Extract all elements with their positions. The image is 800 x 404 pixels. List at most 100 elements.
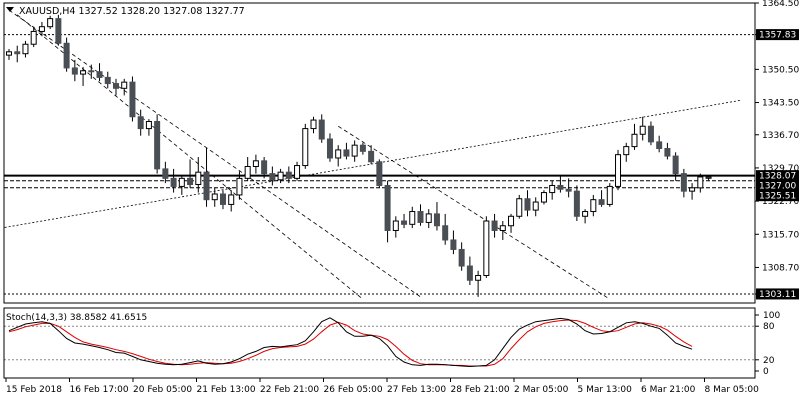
candle: [598, 190, 605, 207]
candle: [483, 216, 490, 278]
candle: [88, 64, 95, 79]
trendline[interactable]: [337, 125, 611, 300]
candle: [38, 21, 45, 37]
candle: [343, 142, 350, 160]
candle-body-down: [466, 265, 473, 281]
candle-body-up: [244, 166, 251, 179]
candle: [211, 187, 218, 207]
candle-body-up: [582, 211, 589, 217]
main-panel-frame: [3, 2, 756, 304]
candle: [326, 133, 333, 162]
price-tick-label: 1322.70: [762, 197, 799, 207]
candle-body-down: [368, 150, 375, 163]
triangle-down-icon[interactable]: [6, 7, 14, 12]
candle: [112, 78, 119, 96]
candle: [129, 76, 136, 122]
candle: [96, 63, 103, 82]
candle-body-down: [664, 147, 671, 157]
candle: [647, 121, 654, 146]
candle: [524, 190, 531, 217]
candle-body-down: [137, 116, 144, 130]
candle-body-up: [145, 120, 152, 130]
candle: [499, 221, 506, 240]
candle: [384, 180, 391, 243]
candle-body-down: [269, 173, 276, 181]
candle-body-down: [680, 173, 687, 192]
candle-body-down: [162, 168, 169, 179]
candle: [14, 45, 21, 63]
price-label: 1327.00: [759, 182, 796, 192]
candle-body-up: [425, 213, 432, 223]
candle: [335, 145, 342, 167]
candle-body-down: [524, 198, 531, 211]
candle: [359, 142, 366, 155]
candle-body-up: [392, 220, 399, 231]
stoch-label: Stoch(14,3,3) 38.8582 41.6515: [6, 313, 147, 323]
candle: [80, 66, 87, 86]
time-axis-label: 2 Mar 05:00: [514, 385, 569, 395]
candle-body-up: [499, 225, 506, 231]
candle-body-down: [170, 177, 177, 187]
candle: [458, 242, 465, 271]
candle-body-up: [294, 165, 301, 179]
time-axis-label: 21 Feb 13:00: [197, 385, 256, 395]
trendline[interactable]: [16, 14, 364, 300]
candle: [631, 123, 638, 150]
candle: [195, 157, 202, 193]
candle: [269, 166, 276, 186]
candle-body-down: [376, 161, 383, 186]
price-label-box: [756, 170, 799, 182]
candle: [55, 14, 62, 46]
time-axis-label: 6 Mar 21:00: [641, 385, 696, 395]
candle: [376, 159, 383, 188]
candle: [409, 206, 416, 229]
price-tick-label: 1336.70: [762, 131, 799, 141]
candle: [63, 37, 70, 72]
candle: [689, 183, 696, 200]
candle: [450, 230, 457, 255]
candle: [475, 270, 482, 297]
candle-body-down: [442, 225, 449, 241]
candle-body-up: [121, 81, 128, 89]
stoch-signal-line: [8, 319, 693, 367]
candle-body-up: [508, 215, 515, 227]
candle-body-down: [203, 171, 210, 201]
candle-body-up: [351, 144, 358, 157]
candle: [656, 135, 663, 153]
price-label-box: [756, 288, 799, 300]
stoch-tick-label: 80: [763, 322, 775, 332]
candle: [236, 171, 243, 200]
candle: [565, 178, 572, 198]
candle-body-down: [458, 248, 465, 267]
candle: [590, 194, 597, 217]
candle-body-up: [639, 125, 646, 135]
candle: [508, 213, 515, 233]
candle-body-up: [252, 160, 259, 168]
candle-body-up: [623, 146, 630, 156]
price-label: 1303.11: [759, 290, 796, 300]
candle: [351, 140, 358, 162]
price-label: 1325.51: [759, 192, 796, 202]
candle-body-down: [285, 171, 292, 179]
chart-header: XAUUSD,H4 1327.52 1328.20 1327.08 1327.7…: [19, 6, 245, 17]
candle: [680, 168, 687, 198]
candle-body-up: [532, 201, 539, 211]
candle: [6, 48, 12, 60]
candle-body-down: [261, 160, 268, 175]
trendlines[interactable]: [1, 9, 742, 300]
stoch-panel-frame: [3, 307, 756, 379]
candle: [623, 142, 630, 162]
candle-body-up: [211, 193, 218, 201]
candle-body-up: [302, 128, 309, 167]
trendline[interactable]: [1, 99, 742, 228]
candle-body-down: [129, 81, 136, 118]
candle: [672, 152, 679, 181]
candle-body-down: [88, 70, 95, 73]
candle: [294, 161, 301, 181]
candle-body-up: [409, 211, 416, 225]
candle: [203, 147, 210, 207]
candle-body-up: [705, 176, 712, 179]
